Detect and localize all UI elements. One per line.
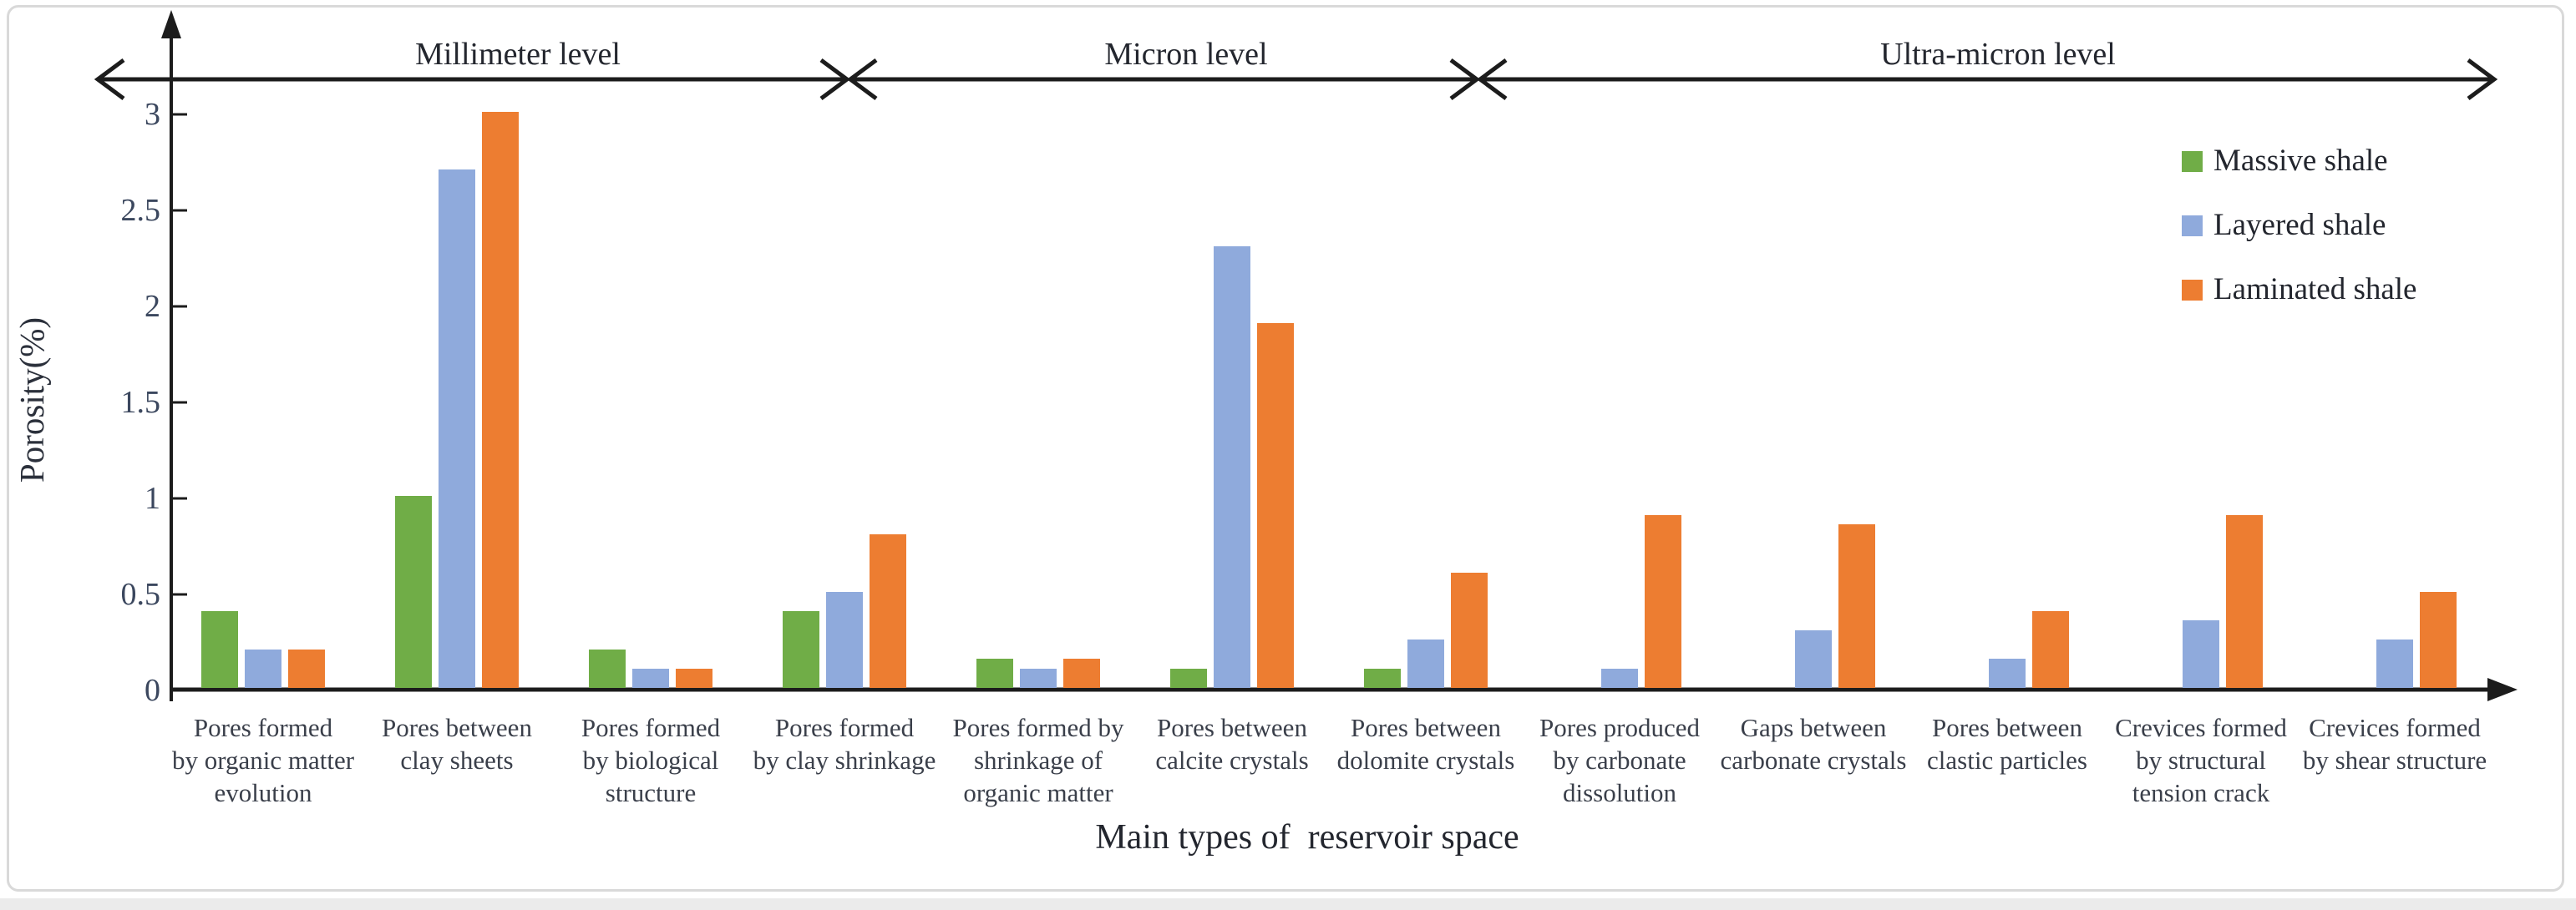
bar-layered-shale xyxy=(1795,630,1832,688)
bar-laminated-shale xyxy=(1838,524,1875,688)
y-tick-label: 2.5 xyxy=(120,193,161,228)
bar-laminated-shale xyxy=(1645,515,1681,688)
y-tick-label: 2 xyxy=(145,289,160,324)
bar-layered-shale xyxy=(439,169,475,688)
category-label: Pores formed by organic matter evolution xyxy=(171,713,355,807)
bar-layered-shale xyxy=(826,592,863,688)
category-label: Pores formed by clay shrinkage xyxy=(753,713,936,775)
legend-label: Massive shale xyxy=(2213,144,2388,178)
bar-massive-shale xyxy=(395,496,432,688)
level-label: Ultra-micron level xyxy=(1880,37,2116,72)
x-axis-title: Main types of reservoir space xyxy=(1095,818,1519,857)
bar-layered-shale xyxy=(632,669,669,688)
y-tick-label: 3 xyxy=(145,97,160,132)
category-label: Pores between calcite crystals xyxy=(1155,713,1309,775)
category-label: Pores formed by biological structure xyxy=(581,713,721,807)
legend-swatch-laminated-shale xyxy=(2182,279,2203,301)
bar-laminated-shale xyxy=(676,669,712,688)
legend-swatch-layered-shale xyxy=(2182,215,2203,236)
category-label: Pores formed by shrinkage of organic mat… xyxy=(952,713,1124,807)
bar-laminated-shale xyxy=(1451,573,1488,688)
bar-massive-shale xyxy=(1364,669,1401,688)
category-label: Pores between clastic particles xyxy=(1927,713,2087,775)
category-label: Gaps between carbonate crystals xyxy=(1720,713,1907,775)
bar-laminated-shale xyxy=(1063,659,1100,688)
bar-massive-shale xyxy=(783,611,819,688)
legend-label: Laminated shale xyxy=(2213,272,2417,306)
bar-massive-shale xyxy=(201,611,238,688)
category-label: Crevices formed by shear structure xyxy=(2302,713,2487,775)
bar-layered-shale xyxy=(1214,246,1250,688)
bar-laminated-shale xyxy=(288,650,325,688)
bar-laminated-shale xyxy=(2420,592,2457,688)
bar-laminated-shale xyxy=(482,112,519,688)
legend-label: Layered shale xyxy=(2213,208,2386,242)
y-tick-label: 1.5 xyxy=(120,385,161,420)
category-label: Pores between dolomite crystals xyxy=(1336,713,1515,775)
bar-laminated-shale xyxy=(1257,323,1294,688)
bar-massive-shale xyxy=(1170,669,1207,688)
bar-massive-shale xyxy=(976,659,1013,688)
y-tick-label: 0 xyxy=(145,673,160,708)
level-label: Millimeter level xyxy=(415,37,621,72)
y-tick-label: 0.5 xyxy=(120,577,161,612)
y-axis-title: Porosity(%) xyxy=(13,316,51,483)
bar-layered-shale xyxy=(1407,640,1444,688)
bar-laminated-shale xyxy=(870,534,906,688)
bar-layered-shale xyxy=(245,650,281,688)
bar-layered-shale xyxy=(1989,659,2026,688)
bar-massive-shale xyxy=(589,650,626,688)
bar-layered-shale xyxy=(1601,669,1638,688)
bar-layered-shale xyxy=(2376,640,2413,688)
category-label: Crevices formed by structural tension cr… xyxy=(2115,713,2287,807)
legend-swatch-massive-shale xyxy=(2182,150,2203,172)
level-label: Micron level xyxy=(1104,37,1268,72)
bar-laminated-shale xyxy=(2032,611,2069,688)
category-label: Pores between clay sheets xyxy=(382,713,532,775)
bar-laminated-shale xyxy=(2226,515,2263,688)
category-label: Pores produced by carbonate dissolution xyxy=(1539,713,1700,807)
page-background-strip xyxy=(0,898,2576,910)
bar-layered-shale xyxy=(2183,620,2219,688)
y-tick-label: 1 xyxy=(145,481,160,516)
bar-layered-shale xyxy=(1020,669,1057,688)
